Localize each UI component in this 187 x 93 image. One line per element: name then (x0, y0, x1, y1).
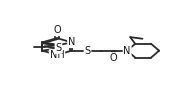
Text: N: N (123, 46, 131, 56)
Text: O: O (53, 25, 61, 35)
Text: NH: NH (50, 50, 64, 60)
Text: S: S (55, 43, 62, 53)
Text: O: O (110, 53, 117, 63)
Text: N: N (68, 37, 75, 47)
Text: S: S (85, 46, 91, 56)
